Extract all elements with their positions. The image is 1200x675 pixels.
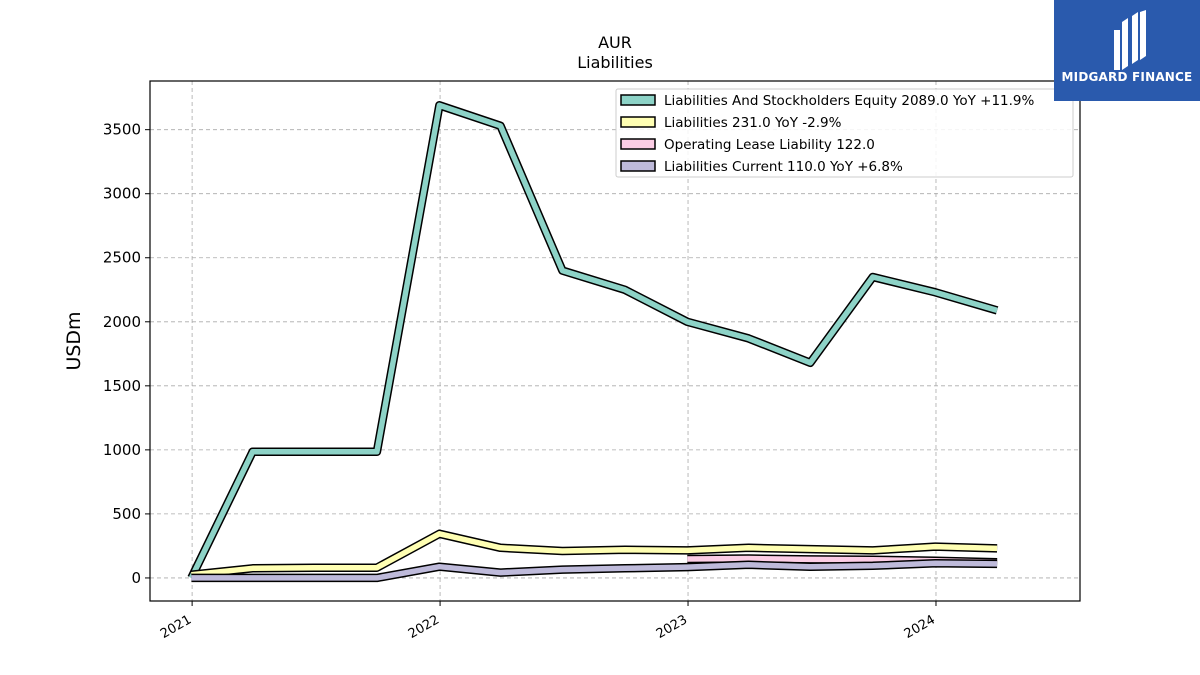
plot-frame [149,80,1081,602]
y-tick-label: 2500 [103,249,141,267]
x-tick-label: 2024 [902,612,938,642]
chart-title: AUR [598,33,632,52]
x-tick-label: 2022 [406,612,442,642]
y-tick-label: 0 [131,569,141,587]
y-tick-label: 500 [112,505,141,523]
y-axis-label: USDm [63,311,85,370]
y-tick-label: 3000 [103,185,141,203]
legend-swatch [620,116,656,128]
grid [150,81,1080,601]
brand-logo: MIDGARD FINANCE [1054,0,1200,101]
series-line-liabilities-current [191,560,998,581]
legend-box [615,88,1074,178]
chart-subtitle: Liabilities [577,53,653,72]
x-tick-label: 2023 [654,612,690,642]
legend-entry: Liabilities Current 110.0 YoY +6.8% [664,159,903,175]
logo-icon [1114,10,1146,70]
series-group [187,101,999,583]
y-tick-label: 1000 [103,441,141,459]
legend-entry: Operating Lease Liability 122.0 [664,137,875,153]
logo-text: MIDGARD FINANCE [1061,70,1193,84]
series-line-liabilities-and-stockholders-equity [188,102,998,580]
legend-entry: Liabilities 231.0 YoY -2.9% [664,115,842,131]
legend-entry: Liabilities And Stockholders Equity 2089… [664,93,1034,109]
y-tick-label: 3500 [103,121,141,139]
x-tick-label: 2021 [158,612,194,642]
legend-swatch [620,160,656,172]
y-axis: 0 500 1000 1500 2000 2500 3000 3500 [103,121,150,587]
series-line-liabilities [191,531,998,578]
y-tick-label: 1500 [103,377,141,395]
legend-swatch [620,94,656,106]
legend-swatch [620,138,656,150]
x-axis: 2021 2022 2023 2024 [158,601,938,642]
y-tick-label: 2000 [103,313,141,331]
legend: Liabilities And Stockholders Equity 2089… [615,88,1074,178]
